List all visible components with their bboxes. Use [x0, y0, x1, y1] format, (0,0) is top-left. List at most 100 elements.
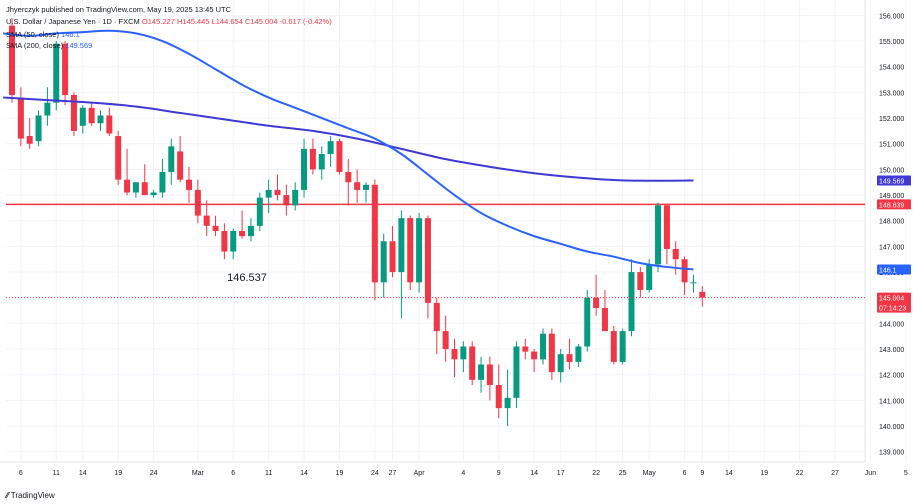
candle-down — [495, 364, 502, 419]
candle-down — [548, 328, 555, 380]
candle-up — [44, 87, 51, 126]
candle-body — [593, 297, 600, 308]
candle-body — [424, 218, 431, 303]
candle-down — [177, 136, 184, 183]
candle-body — [17, 97, 24, 139]
candle-down — [203, 200, 210, 237]
x-tick-label: 9 — [700, 470, 704, 477]
candle-up — [256, 192, 263, 231]
candle-body — [672, 248, 679, 260]
x-tick-label: 5 — [904, 470, 908, 477]
ohlc-open: O145.227 — [141, 17, 175, 26]
candle-down — [442, 315, 449, 362]
x-tick-label: 24 — [150, 470, 158, 477]
y-tick-label: 151.000 — [879, 142, 904, 149]
candle-down — [407, 215, 414, 291]
y-tick-label: 140.000 — [879, 424, 904, 431]
candle-up — [247, 218, 254, 242]
candle-body — [44, 102, 51, 116]
sma200-value: 149.569 — [65, 41, 93, 50]
candle-up — [53, 41, 60, 111]
candle-body — [35, 115, 42, 142]
sma50-legend[interactable]: SMA (50, close) 146.1 — [6, 30, 80, 39]
candle-body — [354, 182, 361, 190]
candle-body — [292, 189, 299, 206]
candle-down — [186, 166, 192, 203]
candle-down — [239, 210, 246, 239]
sma200-legend[interactable]: SMA (200, close) 149.569 — [6, 41, 92, 50]
candle-down — [531, 349, 538, 373]
candle-down — [115, 130, 122, 185]
candle-body — [398, 218, 405, 273]
y-tick-label: 142.000 — [879, 373, 904, 380]
candle-body — [62, 43, 69, 95]
candle-body — [97, 115, 104, 124]
candle-down — [70, 92, 77, 137]
candle-body — [699, 291, 706, 298]
candle-up — [690, 274, 697, 293]
candle-up — [230, 228, 237, 260]
x-tick-label: 27 — [831, 470, 839, 477]
tradingview-logo[interactable]: ⁄⁄ TradingView — [6, 491, 55, 500]
candle-body — [132, 182, 139, 193]
candle-body — [79, 107, 86, 126]
ohlc-close: C145.004 — [244, 17, 278, 26]
candle-down — [672, 241, 679, 275]
candle-body — [380, 241, 387, 283]
x-tick-label: 14 — [530, 470, 538, 477]
candle-up — [79, 105, 86, 134]
candle-body — [610, 331, 617, 362]
candle-body — [150, 192, 157, 196]
sma50-line — [3, 29, 694, 271]
candle-up — [380, 233, 387, 298]
candle-body — [495, 385, 502, 409]
candle-up — [265, 179, 272, 214]
y-tick-label: 150.000 — [879, 167, 904, 174]
candle-down — [141, 164, 148, 196]
sma50-price-label-text: 146.1 — [879, 268, 897, 275]
candle-body — [115, 136, 122, 180]
candle-body — [309, 148, 316, 170]
candle-down — [17, 87, 24, 147]
candle-up — [159, 159, 166, 198]
x-tick-label: 22 — [592, 470, 600, 477]
published-text: Jhyerczyk published on TradingView.com, … — [6, 5, 231, 14]
logo-icon: ⁄⁄ — [6, 491, 9, 500]
candle-down — [566, 338, 573, 370]
last-price-label-text: 145.004 — [879, 296, 904, 303]
candle-body — [141, 182, 148, 196]
candle-down — [433, 297, 440, 355]
symbol-name: U.S. Dollar / Japanese Yen · 1D · FXCM — [6, 17, 140, 26]
last-price-label-countdown: 07:14:23 — [879, 306, 906, 313]
x-tick-label: 14 — [79, 470, 87, 477]
candle-up — [363, 182, 369, 203]
candle-body — [681, 259, 688, 283]
candle-up — [540, 328, 546, 365]
candle-body — [53, 43, 60, 103]
brand-name: TradingView — [10, 491, 55, 500]
candle-body — [663, 205, 670, 249]
candle-body — [9, 25, 15, 95]
candle-body — [540, 333, 546, 360]
candle-body — [26, 136, 33, 144]
candle-body — [159, 171, 166, 193]
candle-up — [478, 356, 485, 393]
candle-body — [451, 349, 458, 360]
candle-down — [124, 148, 131, 196]
candle-body — [513, 346, 520, 398]
candle-body — [239, 231, 246, 237]
x-tick-label: 4 — [461, 470, 465, 477]
candle-up — [327, 136, 334, 167]
candle-body — [655, 205, 662, 265]
candle-up — [301, 138, 308, 198]
candle-down — [663, 205, 670, 265]
x-tick-label: 9 — [497, 470, 501, 477]
publisher-line: Jhyerczyk published on TradingView.com, … — [6, 5, 231, 14]
sma50-price-label-bg — [877, 264, 911, 275]
candle-up — [628, 259, 635, 337]
candle-body — [194, 189, 201, 216]
sma200-price-label-bg — [877, 175, 911, 186]
last-price-label-bg — [877, 292, 911, 313]
sma50-price-label: 146.1 — [877, 264, 911, 275]
